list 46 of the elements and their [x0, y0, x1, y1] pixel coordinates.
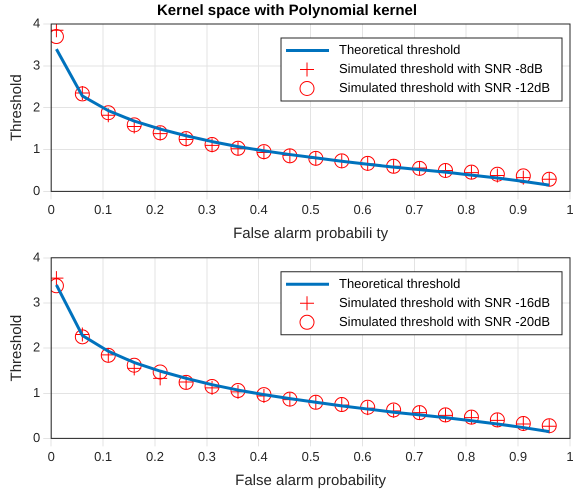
x-tick-label: 0.8 [457, 448, 476, 464]
y-tick-label: 3 [32, 294, 40, 310]
x-tick-label: 0.1 [94, 202, 112, 217]
y-axis-title: Threshold [8, 314, 26, 382]
legend-label: Simulated threshold with SNR -16dB [339, 294, 550, 310]
y-tick-label: 2 [32, 340, 40, 355]
legend-label: Simulated threshold with SNR -8dB [339, 61, 543, 76]
y-axis-title: Threshold [8, 74, 26, 142]
x-tick-label: 0.8 [457, 202, 476, 217]
point [126, 358, 142, 373]
x-tick-label: 0.2 [146, 448, 164, 464]
y-tick-label: 3 [32, 57, 40, 72]
legend-label: Theoretical threshold [339, 276, 460, 291]
y-tick-label: 4 [32, 249, 40, 264]
point [152, 364, 168, 380]
x-tick-label: 0.2 [146, 202, 164, 217]
point [152, 370, 168, 386]
x-tick-label: 0.4 [250, 202, 268, 217]
x-tick-label: 0 [48, 202, 55, 217]
x-tick-label: 1 [566, 202, 574, 217]
x-tick-label: 0.9 [509, 202, 528, 217]
x-tick-label: 0.7 [405, 448, 424, 464]
legend-label: Theoretical threshold [339, 42, 460, 58]
y-tick-label: 2 [32, 99, 40, 114]
x-axis-title: False alarm probability [235, 472, 387, 490]
x-tick-label: 0.9 [509, 448, 528, 464]
x-tick-label: 0 [48, 448, 55, 464]
x-axis-title: False alarm probabili ty [233, 225, 389, 242]
legend-label: Simulated threshold with SNR -20dB [339, 314, 550, 329]
x-tick-label: 0.5 [302, 202, 320, 217]
x-tick-label: 0.7 [405, 202, 424, 217]
x-tick-label: 0.6 [353, 448, 372, 464]
y-tick-label: 1 [32, 141, 40, 156]
x-tick-label: 0.1 [94, 448, 112, 464]
y-tick-label: 0 [32, 182, 40, 198]
x-tick-label: 0.5 [302, 448, 320, 464]
y-tick-label: 1 [32, 384, 40, 400]
x-tick-label: 0.6 [353, 202, 372, 217]
x-tick-label: 0.4 [250, 448, 268, 464]
y-tick-label: 0 [32, 430, 40, 445]
chart-title: Kernel space with Polynomial kernel [156, 2, 418, 20]
x-tick-label: 0.3 [198, 202, 216, 217]
legend-label: Simulated threshold with SNR -12dB [339, 80, 550, 96]
x-tick-label: 1 [566, 448, 574, 464]
x-tick-label: 0.3 [198, 448, 216, 464]
y-tick-label: 4 [32, 16, 40, 31]
